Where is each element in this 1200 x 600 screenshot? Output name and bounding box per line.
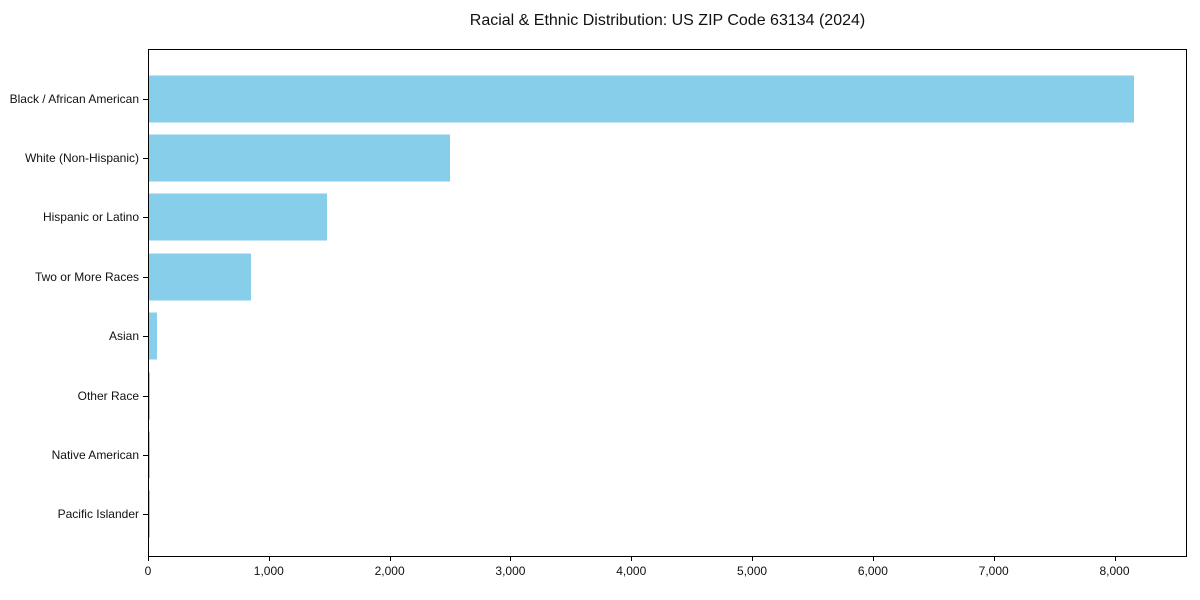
x-tick-mark bbox=[268, 557, 270, 561]
y-axis-label: Asian bbox=[108, 329, 139, 344]
y-tick bbox=[143, 276, 149, 278]
y-axis-label: Pacific Islander bbox=[57, 507, 139, 522]
y-axis-label: Two or More Races bbox=[34, 269, 139, 284]
x-tick-label: 1,000 bbox=[253, 564, 284, 578]
x-tick-label: 0 bbox=[144, 564, 152, 578]
x-tick-label: 6,000 bbox=[857, 564, 888, 578]
bar bbox=[149, 193, 327, 241]
y-tick bbox=[143, 454, 149, 456]
y-axis-label: Other Race bbox=[77, 388, 139, 403]
x-tick-label: 4,000 bbox=[616, 564, 647, 578]
category-row: Hispanic or Latino bbox=[43, 188, 1186, 247]
x-tick-mark bbox=[148, 557, 149, 561]
x-tick-label: 5,000 bbox=[737, 564, 768, 578]
category-row: Asian bbox=[109, 307, 1186, 366]
y-axis-label: Hispanic or Latino bbox=[42, 210, 139, 225]
y-axis-label: Native American bbox=[51, 447, 139, 462]
y-tick bbox=[143, 158, 149, 160]
x-tick-label: 3,000 bbox=[495, 564, 526, 578]
x-tick-mark bbox=[872, 557, 874, 561]
x-tick-label: 8,000 bbox=[1099, 564, 1130, 578]
bar bbox=[149, 372, 151, 420]
x-tick-mark bbox=[510, 557, 512, 561]
y-tick bbox=[143, 514, 149, 516]
category-row: White (Non-Hispanic) bbox=[25, 128, 1186, 187]
y-tick bbox=[143, 395, 149, 397]
x-tick-mark bbox=[993, 557, 995, 561]
category-row: Two or More Races bbox=[35, 247, 1186, 306]
y-tick bbox=[143, 98, 149, 100]
bar bbox=[149, 312, 157, 360]
bars-container: Black / African American White (Non-Hispa… bbox=[10, 50, 1186, 556]
x-tick-mark bbox=[389, 557, 391, 561]
x-tick-label: 7,000 bbox=[978, 564, 1009, 578]
x-tick-mark bbox=[1114, 557, 1116, 561]
y-axis-label: White (Non-Hispanic) bbox=[24, 151, 139, 166]
plot-area: Black / African American White (Non-Hispa… bbox=[10, 49, 1187, 557]
category-row: Native American bbox=[52, 425, 1186, 484]
category-row: Pacific Islander bbox=[58, 485, 1186, 544]
y-tick bbox=[143, 336, 149, 338]
x-tick-label: 2,000 bbox=[374, 564, 405, 578]
chart-title: Racial & Ethnic Distribution: US ZIP Cod… bbox=[469, 12, 866, 29]
bar bbox=[149, 75, 1135, 123]
x-axis: 0 1,000 2,000 3,000 4,000 5,000 6,000 7,000 8,00… bbox=[144, 557, 1187, 587]
category-row: Other Race bbox=[78, 366, 1186, 425]
x-tick-mark bbox=[631, 557, 633, 561]
y-axis-label: Black / African American bbox=[9, 91, 139, 106]
y-tick bbox=[143, 217, 149, 219]
bar bbox=[149, 134, 450, 182]
category-row: Black / African American bbox=[10, 69, 1186, 128]
x-tick-mark bbox=[752, 557, 754, 561]
bar bbox=[149, 253, 252, 301]
